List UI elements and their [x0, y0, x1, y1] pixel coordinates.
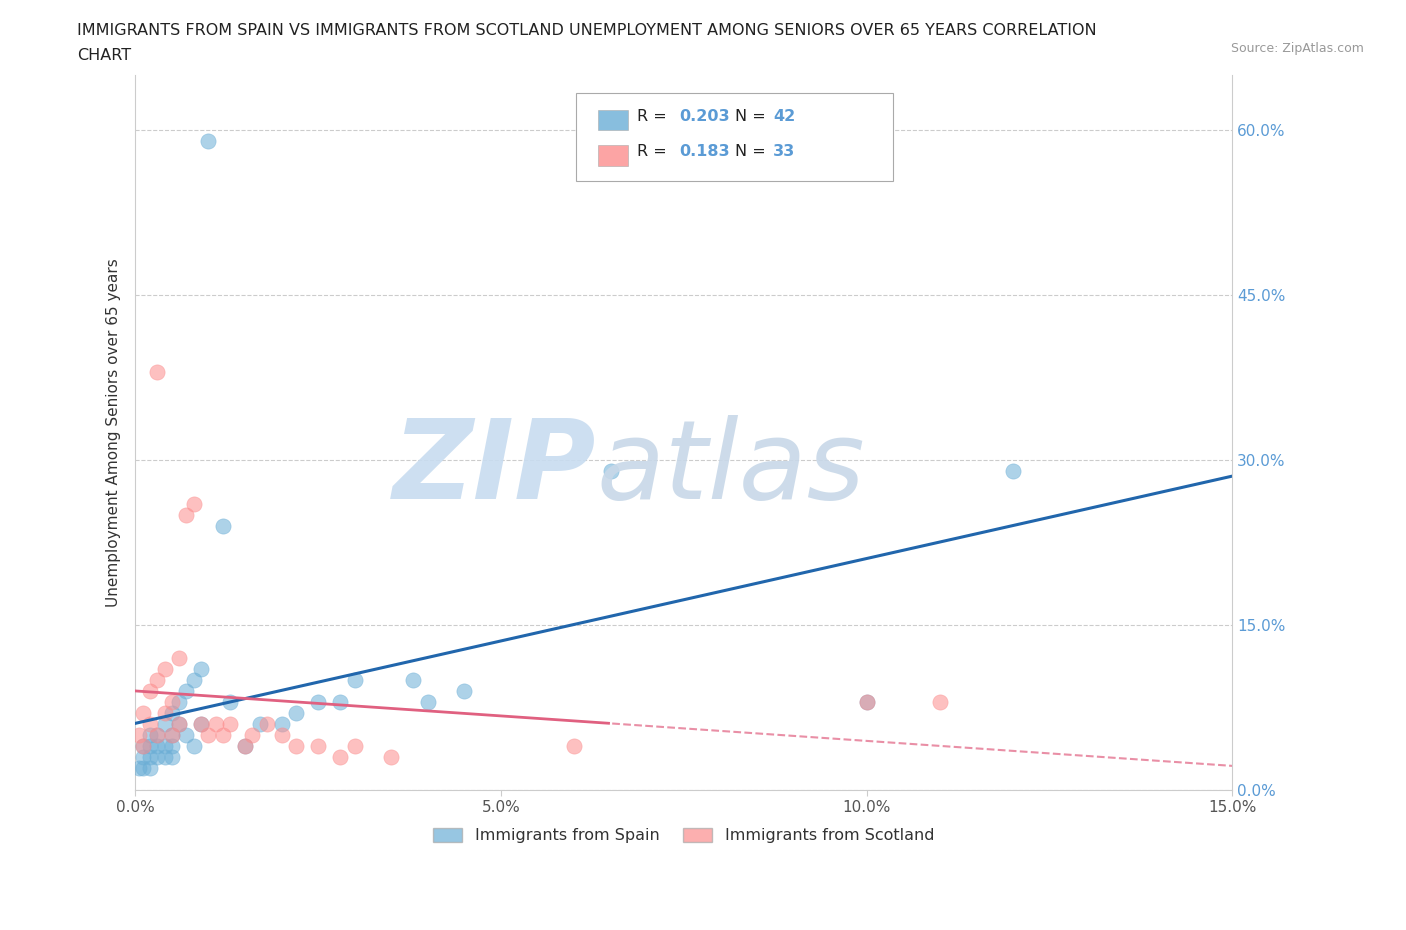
Point: [146, 750, 169, 764]
Point: [219, 695, 242, 710]
Point: [146, 738, 169, 753]
Point: [855, 695, 877, 710]
Point: [183, 497, 205, 512]
Point: [380, 750, 402, 764]
Point: [153, 661, 176, 676]
Text: 33: 33: [773, 144, 796, 159]
Point: [131, 706, 153, 721]
Text: R =: R =: [637, 144, 672, 159]
Point: [153, 750, 176, 764]
Point: [139, 761, 162, 776]
Point: [139, 750, 162, 764]
Point: [131, 761, 153, 776]
Point: [402, 672, 425, 687]
Point: [285, 738, 308, 753]
Point: [270, 727, 292, 742]
Point: [233, 738, 256, 753]
Point: [240, 727, 263, 742]
Point: [139, 738, 162, 753]
Point: [190, 661, 212, 676]
Point: [197, 727, 219, 742]
Point: [167, 650, 190, 665]
Text: Source: ZipAtlas.com: Source: ZipAtlas.com: [1230, 42, 1364, 55]
Text: atlas: atlas: [596, 415, 865, 522]
Legend: Immigrants from Spain, Immigrants from Scotland: Immigrants from Spain, Immigrants from S…: [426, 821, 941, 850]
Point: [153, 738, 176, 753]
Point: [212, 727, 235, 742]
Point: [343, 672, 366, 687]
Point: [183, 738, 205, 753]
Point: [167, 695, 190, 710]
Point: [139, 727, 162, 742]
Point: [562, 738, 585, 753]
Y-axis label: Unemployment Among Seniors over 65 years: Unemployment Among Seniors over 65 years: [107, 259, 121, 607]
Point: [183, 672, 205, 687]
Point: [160, 727, 183, 742]
Point: [160, 738, 183, 753]
Text: 0.203: 0.203: [679, 109, 730, 124]
Point: [160, 727, 183, 742]
Point: [146, 727, 169, 742]
Point: [146, 727, 169, 742]
Point: [146, 672, 169, 687]
Text: 0.183: 0.183: [679, 144, 730, 159]
Point: [128, 761, 150, 776]
Point: [176, 727, 198, 742]
Point: [190, 716, 212, 731]
Text: N =: N =: [735, 144, 772, 159]
Point: [167, 716, 190, 731]
Point: [928, 695, 950, 710]
Point: [453, 684, 475, 698]
Point: [329, 750, 352, 764]
Point: [329, 695, 352, 710]
Point: [131, 738, 153, 753]
Point: [1001, 464, 1024, 479]
Point: [190, 716, 212, 731]
Point: [176, 684, 198, 698]
Point: [343, 738, 366, 753]
Point: [212, 519, 235, 534]
Point: [153, 706, 176, 721]
Point: [599, 464, 621, 479]
Point: [204, 716, 226, 731]
Point: [256, 716, 278, 731]
Point: [128, 727, 150, 742]
Point: [285, 706, 308, 721]
Text: N =: N =: [735, 109, 772, 124]
Point: [249, 716, 271, 731]
Point: [131, 750, 153, 764]
Point: [153, 716, 176, 731]
Text: CHART: CHART: [77, 48, 131, 63]
Point: [197, 134, 219, 149]
Point: [139, 716, 162, 731]
Text: 42: 42: [773, 109, 796, 124]
Point: [160, 750, 183, 764]
Point: [307, 738, 329, 753]
Point: [167, 716, 190, 731]
Point: [233, 738, 256, 753]
Point: [146, 365, 169, 379]
Point: [160, 695, 183, 710]
Point: [307, 695, 329, 710]
Point: [416, 695, 439, 710]
Point: [219, 716, 242, 731]
Point: [160, 706, 183, 721]
Text: R =: R =: [637, 109, 672, 124]
Point: [131, 738, 153, 753]
Point: [139, 684, 162, 698]
Text: IMMIGRANTS FROM SPAIN VS IMMIGRANTS FROM SCOTLAND UNEMPLOYMENT AMONG SENIORS OVE: IMMIGRANTS FROM SPAIN VS IMMIGRANTS FROM…: [77, 23, 1097, 38]
Point: [270, 716, 292, 731]
Point: [176, 508, 198, 523]
Text: ZIP: ZIP: [392, 415, 596, 522]
Point: [855, 695, 877, 710]
